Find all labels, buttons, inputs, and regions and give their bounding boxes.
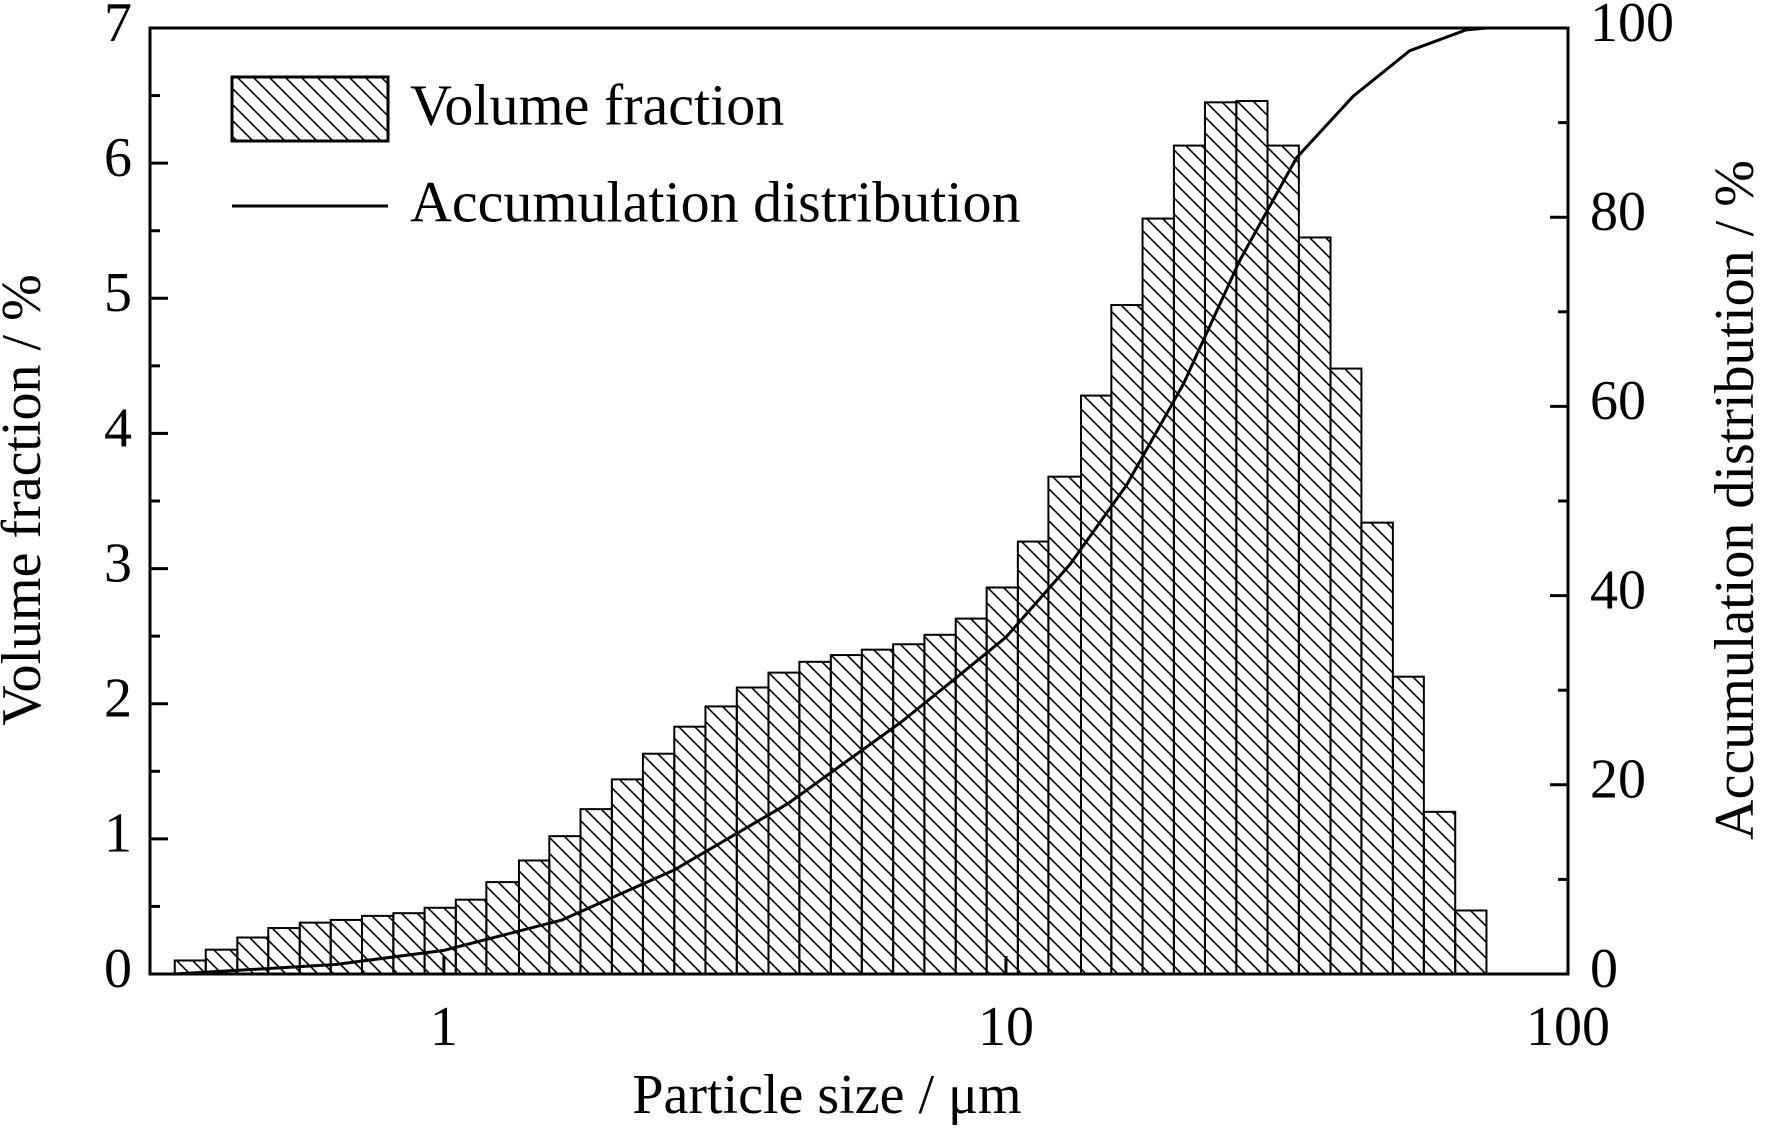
- legend-label: Volume fraction: [410, 72, 784, 137]
- y-tick-label: 6: [104, 127, 132, 189]
- histogram-bar: [360, 914, 395, 975]
- cumulative-line: [174, 26, 1487, 976]
- histogram-bar: [1329, 367, 1363, 975]
- histogram-bar: [767, 671, 801, 975]
- histogram-bar: [829, 654, 863, 975]
- histogram-bar: [517, 859, 551, 975]
- y-tick-label: 3: [104, 532, 132, 594]
- histogram-bar: [954, 617, 988, 975]
- histogram-bar: [1235, 99, 1269, 975]
- histogram-bar: [1141, 217, 1175, 975]
- histogram-bar: [1266, 144, 1300, 975]
- histogram-bar: [1454, 909, 1488, 975]
- histogram-bar: [1172, 144, 1206, 975]
- histogram-bar: [485, 881, 520, 975]
- histogram-bar: [704, 705, 738, 975]
- histogram-bar: [1080, 394, 1113, 975]
- histogram-bar: [548, 835, 582, 976]
- y-tick-label: 5: [104, 262, 132, 324]
- legend-swatch: [230, 75, 390, 143]
- histogram-bar: [985, 586, 1019, 976]
- histogram-bar: [641, 752, 676, 976]
- histogram-bar: [1360, 521, 1394, 975]
- histogram-bar: [860, 648, 895, 976]
- y2-tick-label: 0: [1590, 938, 1618, 1000]
- histogram-bar: [892, 643, 926, 975]
- legend-label: Accumulation distribution: [410, 169, 1021, 234]
- y-tick-label: 4: [104, 397, 132, 459]
- y-tick-label: 7: [104, 0, 132, 54]
- histogram-bar: [1110, 304, 1144, 975]
- y2-tick-label: 80: [1590, 181, 1646, 243]
- y2-tick-label: 100: [1590, 0, 1674, 54]
- x-axis-label: Particle size / μm: [632, 1064, 1021, 1126]
- y-tick-label: 2: [104, 668, 132, 730]
- y2-tick-label: 60: [1590, 370, 1646, 432]
- x-tick-label: 100: [1526, 996, 1610, 1058]
- histogram-bar: [1422, 810, 1457, 975]
- y2-tick-label: 40: [1590, 559, 1646, 621]
- y-tick-label: 1: [104, 803, 132, 865]
- histogram-bar: [1297, 236, 1332, 975]
- histogram-bar: [1047, 475, 1083, 975]
- y2-tick-label: 20: [1590, 749, 1646, 811]
- histogram-bar: [454, 898, 488, 976]
- histogram-bar: [392, 912, 426, 976]
- histogram-bar: [1203, 101, 1238, 976]
- y-tick-label: 0: [104, 938, 132, 1000]
- x-tick-label: 10: [978, 996, 1034, 1058]
- histogram-bar: [579, 808, 613, 976]
- x-tick-label: 1: [430, 996, 458, 1058]
- histogram-bar: [798, 660, 832, 975]
- histogram-bar: [673, 725, 707, 976]
- histogram-bar: [423, 906, 457, 976]
- histogram-bar: [1391, 675, 1425, 976]
- histogram-bar: [923, 633, 957, 975]
- y-axis-label: Volume fraction / %: [0, 274, 53, 726]
- histogram-bar: [610, 778, 644, 975]
- y2-axis-label: Accumulation distribution / %: [1704, 160, 1766, 840]
